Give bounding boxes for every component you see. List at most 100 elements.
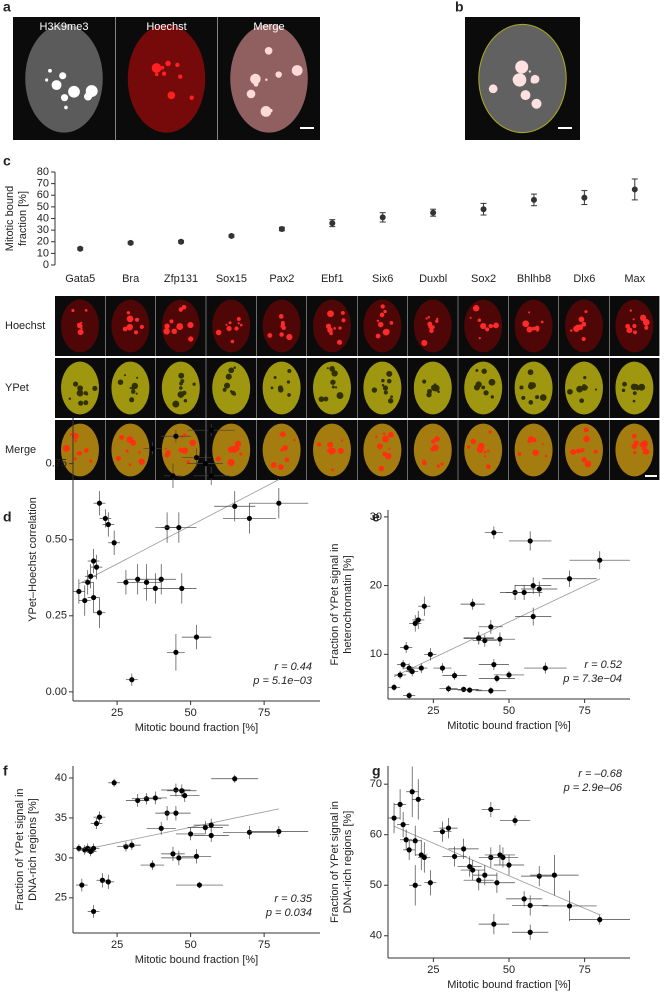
point: [421, 603, 427, 609]
x-tick-label: 50: [184, 707, 196, 719]
x-axis-label: Mitotic bound fraction [%]: [135, 954, 259, 966]
spot: [388, 447, 391, 450]
spot: [330, 453, 333, 456]
spot: [485, 464, 491, 469]
spot: [62, 445, 70, 452]
point: [427, 651, 433, 657]
spot: [80, 327, 83, 330]
point: [521, 896, 527, 902]
spot: [567, 388, 573, 395]
spot: [517, 452, 522, 456]
point: [173, 810, 179, 816]
y-tick-label: 80: [37, 166, 49, 178]
point: [102, 515, 108, 522]
spot: [286, 333, 293, 341]
spot: [181, 304, 187, 310]
spot: [84, 309, 88, 312]
spot: [382, 435, 389, 443]
spot: [375, 435, 378, 439]
spot: [230, 339, 235, 344]
point: [143, 579, 150, 585]
spot: [426, 392, 432, 398]
spot: [382, 385, 389, 391]
spot: [594, 388, 598, 391]
spot: [133, 330, 139, 335]
point: [470, 867, 476, 873]
spot: [440, 462, 444, 466]
spot: [383, 390, 388, 395]
spot: [227, 446, 235, 453]
point: [506, 672, 512, 678]
spot: [161, 71, 167, 76]
point: [152, 795, 158, 801]
spot: [59, 72, 67, 80]
spot: [151, 63, 162, 73]
spot: [475, 368, 479, 372]
point: [488, 688, 494, 694]
spot: [77, 322, 82, 327]
nucleus: [514, 299, 553, 353]
point: [152, 585, 158, 592]
y-tick-label: 40: [370, 930, 382, 942]
panel-label: a: [3, 0, 11, 15]
spot: [234, 440, 242, 447]
annotation: p = 2.9e–06: [563, 782, 623, 794]
spot: [481, 368, 487, 374]
spot: [175, 62, 180, 68]
spot: [578, 316, 585, 323]
spot: [436, 464, 440, 468]
spot: [273, 376, 277, 380]
spot: [469, 316, 472, 319]
spot: [282, 445, 288, 451]
spot: [630, 383, 638, 391]
spot: [64, 105, 68, 110]
spot: [186, 460, 190, 465]
annotation: r = –0.68: [578, 768, 623, 780]
x-tick-label: Duxbl: [419, 273, 447, 285]
point: [173, 649, 179, 655]
spot: [435, 317, 439, 321]
spot: [222, 387, 227, 392]
point: [409, 668, 415, 675]
point: [488, 806, 494, 813]
spot: [237, 322, 240, 325]
dot: [430, 209, 437, 216]
point: [232, 503, 238, 509]
spot: [239, 323, 243, 327]
point: [467, 687, 473, 693]
x-tick-label: 25: [111, 939, 123, 951]
point: [406, 847, 412, 853]
spot: [225, 323, 228, 326]
point: [439, 665, 446, 671]
spot: [215, 456, 221, 462]
spot: [386, 378, 392, 384]
spot: [528, 70, 531, 73]
spot: [179, 381, 183, 386]
spot: [119, 434, 125, 440]
spot: [381, 384, 385, 387]
point: [415, 796, 421, 802]
y-axis-label: Mitotic bound: [4, 186, 16, 251]
annotation: r = 0.52: [584, 659, 622, 671]
spot: [228, 367, 235, 374]
spot: [72, 381, 79, 387]
spot: [340, 439, 344, 442]
spot: [45, 78, 49, 82]
point: [421, 854, 427, 861]
spot: [179, 386, 183, 390]
panel-label: e: [372, 509, 380, 525]
point: [551, 872, 557, 878]
point: [196, 882, 203, 888]
spot: [323, 396, 329, 402]
spot: [490, 395, 494, 399]
spot: [129, 397, 135, 403]
spot: [123, 374, 127, 377]
x-tick-label: Ebf1: [321, 273, 344, 285]
spot: [138, 458, 145, 465]
panel-label: f: [3, 763, 8, 779]
panel-label: b: [455, 0, 464, 15]
spot: [189, 95, 194, 100]
spot: [638, 383, 646, 391]
point: [415, 617, 421, 623]
point: [158, 825, 164, 831]
